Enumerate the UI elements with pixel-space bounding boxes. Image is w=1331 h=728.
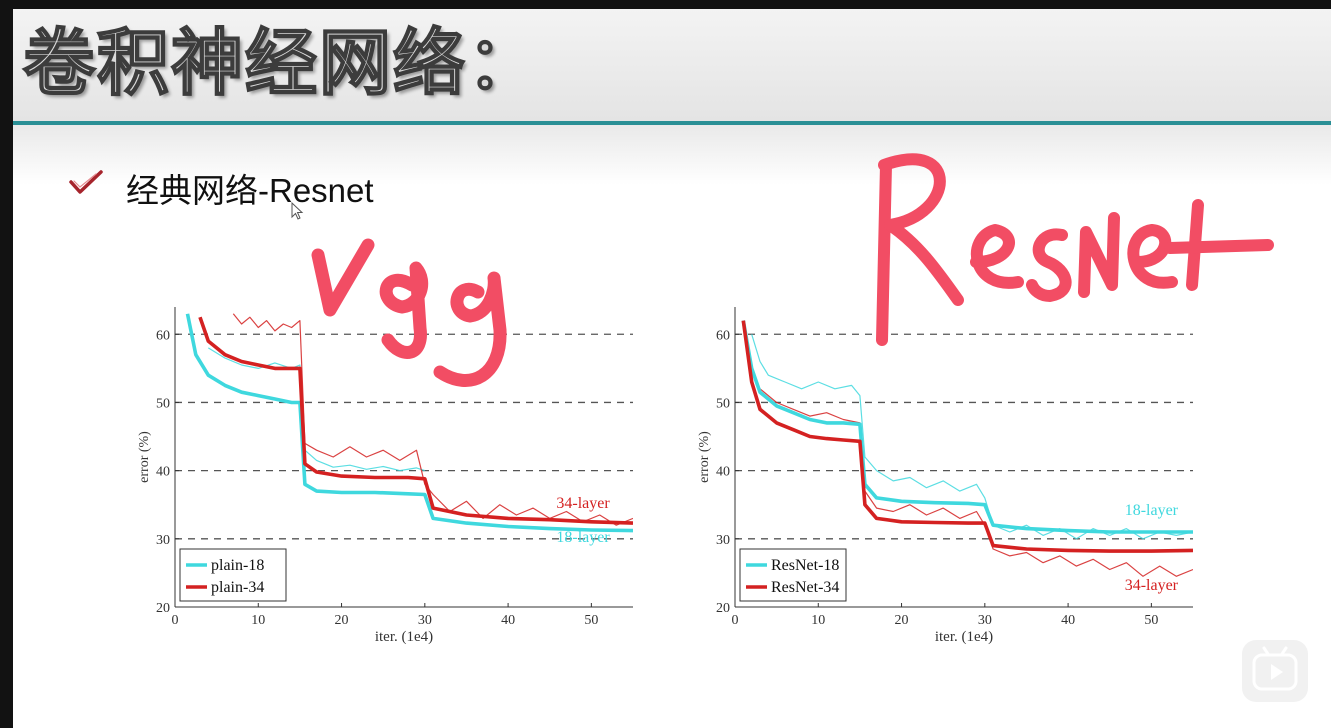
x-tick-label: 50 [584, 613, 598, 628]
video-play-icon [1252, 646, 1298, 691]
y-tick-label: 50 [156, 396, 170, 411]
x-axis-label: iter. (1e4) [375, 629, 433, 645]
series-line-plain-18-train [207, 347, 425, 472]
annotation-18-layer: 18-layer [1125, 502, 1179, 519]
legend-label: ResNet-34 [771, 579, 839, 596]
x-tick-label: 0 [732, 613, 739, 628]
x-tick-label: 30 [418, 613, 432, 628]
annotation-34-layer: 34-layer [1125, 577, 1179, 594]
title-divider [13, 121, 1331, 125]
series-line-plain-34-train [232, 313, 633, 526]
y-tick-label: 30 [716, 533, 730, 548]
slide: 卷积神经网络： [13, 9, 1331, 728]
mouse-cursor-icon [291, 202, 304, 220]
series-line-plain-18 [185, 313, 633, 533]
annotation-34-layer: 34-layer [556, 495, 610, 512]
chart-plain: 0 10 20 30 40 50 20 30 40 50 60 iter. (1e4) error (%… [137, 307, 633, 645]
slide-header: 卷积神经网络： [13, 9, 1331, 121]
annotation-18-layer: 18-layer [556, 529, 610, 546]
x-tick-label: 40 [501, 613, 515, 628]
series-line-resnet-18-train [751, 334, 1193, 540]
series-line-resnet-34-train [759, 388, 1193, 577]
legend-box [179, 548, 287, 602]
x-tick-label: 40 [1061, 613, 1075, 628]
legend-label: ResNet-18 [771, 557, 839, 574]
x-axis-label: iter. (1e4) [935, 629, 993, 645]
y-tick-label: 60 [156, 328, 170, 343]
legend-label: plain-18 [211, 557, 264, 574]
series-line-plain-34 [198, 316, 633, 525]
bullet-text: 经典网络-Resnet [126, 172, 374, 209]
checkmark-icon [69, 170, 103, 194]
y-tick-label: 40 [716, 465, 730, 480]
x-tick-label: 20 [895, 613, 909, 628]
legend-label: plain-34 [211, 579, 264, 596]
plot-area [185, 313, 633, 533]
y-axis-label: error (%) [697, 431, 712, 483]
x-tick-label: 30 [978, 613, 992, 628]
x-tick-label: 20 [335, 613, 349, 628]
chart-resnet: 0 10 20 30 40 50 20 30 40 50 60 iter. (1e4) error (%… [697, 307, 1193, 645]
y-axis-label: error (%) [137, 431, 152, 483]
video-play-button[interactable] [1242, 640, 1308, 702]
slide-title: 卷积神经网络： [22, 20, 542, 106]
series-line-resnet-18 [741, 320, 1193, 534]
y-tick-label: 50 [716, 396, 730, 411]
x-tick-label: 0 [172, 613, 179, 628]
x-tick-label: 10 [811, 613, 825, 628]
y-tick-label: 30 [156, 533, 170, 548]
y-tick-label: 20 [156, 601, 170, 616]
y-tick-label: 40 [156, 465, 170, 480]
series-line-resnet-34 [741, 320, 1193, 553]
y-tick-label: 20 [716, 601, 730, 616]
x-tick-label: 10 [251, 613, 265, 628]
plot-area [741, 320, 1193, 577]
x-tick-label: 50 [1144, 613, 1158, 628]
y-tick-label: 60 [716, 328, 730, 343]
legend-box [739, 548, 847, 602]
